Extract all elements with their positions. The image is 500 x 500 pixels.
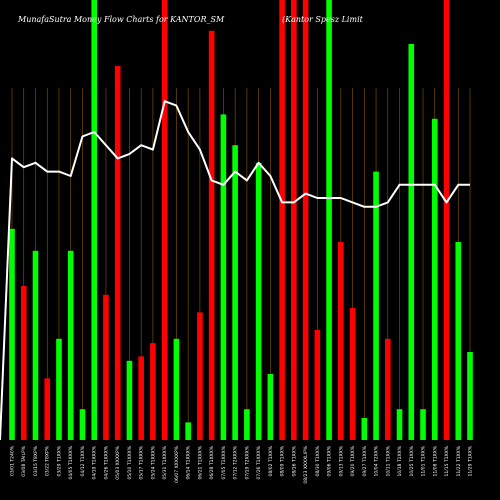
x-tick-label: 11/15 T1XX%: [444, 445, 450, 476]
money-flow-bar: [302, 0, 309, 440]
x-tick-label: 11/01 T1XX%: [421, 445, 427, 476]
money-flow-bar: [291, 0, 297, 440]
money-flow-bar: [173, 338, 180, 440]
money-flow-bar: [349, 308, 356, 440]
x-tick-label: 09/06 T1XX%: [327, 445, 333, 476]
x-tick-label: 04/12 T1XX%: [80, 445, 86, 476]
money-flow-bar: [208, 30, 215, 441]
money-flow-bar: [9, 228, 15, 440]
x-tick-label: 11/22 T1XX%: [456, 445, 462, 476]
x-tick-label: 11/29 T1XX%: [468, 445, 474, 476]
money-flow-bar: [244, 409, 250, 440]
x-tick-label: 04/05 T1XXX%: [68, 445, 74, 479]
money-flow-bar: [373, 171, 379, 440]
x-tick-label: 03/01 T240%: [10, 445, 16, 476]
x-tick-label: 09/13 T1XX%: [338, 445, 344, 476]
x-tick-label: 05/10 T1XXX%: [127, 445, 133, 479]
x-tick-label: 04/19 T1XXX%: [92, 445, 98, 479]
money-flow-bar: [314, 330, 321, 440]
x-tick-label: 07/05 T1XXX%: [221, 445, 227, 479]
money-flow-bar: [197, 312, 203, 440]
money-flow-bar: [91, 0, 98, 440]
x-tick-label: 06/14 T1XXX%: [186, 445, 192, 479]
money-flow-bar: [185, 422, 191, 440]
x-tick-label: 06/21 T1XXX%: [197, 445, 203, 479]
x-tick-label: 06/07 XXXXXP%: [174, 445, 180, 483]
money-flow-bar: [408, 44, 415, 440]
x-tick-label: 07/26 T1XXX%: [256, 445, 262, 479]
x-tick-label: 10/18 T1XX%: [397, 445, 403, 476]
money-flow-bar: [32, 250, 39, 440]
money-flow-bar: [361, 418, 368, 440]
x-tick-label: 09/20 T1XX%: [350, 445, 356, 476]
x-tick-label: 10/04 T2XX%: [374, 445, 380, 476]
money-flow-bar: [384, 338, 391, 440]
x-tick-label: 08/09 T1XX%: [280, 445, 286, 476]
money-flow-bar: [255, 162, 262, 441]
money-flow-bar: [279, 0, 285, 440]
x-tick-label: 08/16 T1XX%: [291, 445, 297, 476]
x-tick-label: 06/28 T1XXX%: [209, 445, 215, 479]
money-flow-bar: [232, 145, 238, 440]
money-flow-bar: [455, 242, 462, 440]
money-flow-lines: [0, 100, 470, 441]
money-flow-bar: [114, 66, 121, 440]
money-flow-bar: [467, 352, 473, 440]
money-flow-bar: [103, 294, 109, 440]
money-flow-bar: [20, 286, 27, 440]
chart-title: MunafaSutra Money Flow Charts for KANTOR…: [17, 15, 225, 24]
x-tick-label: 04/26 T1XXX%: [103, 445, 109, 479]
money-flow-bar: [126, 360, 133, 440]
money-flow-line: [0, 100, 470, 441]
x-tick-label: 05/03 XXXXP%: [115, 445, 121, 479]
money-flow-bar: [431, 118, 438, 441]
x-tick-label: 07/19 T2XXX%: [244, 445, 250, 479]
money-flow-bar: [220, 114, 227, 441]
money-flow-bar: [338, 242, 344, 440]
money-flow-bar: [79, 409, 86, 440]
money-flow-bar: [443, 0, 450, 440]
x-tick-label: 08/02 T1XX%: [268, 445, 274, 476]
x-axis-tick-labels: 03/01 T240% 03/08 TAILP% 03/15 T8XP% 03/22 …: [10, 445, 474, 483]
x-tick-label: 03/29 T1XX%: [56, 445, 62, 476]
x-tick-label: 03/22 T8XP%: [45, 445, 51, 476]
money-flow-bar: [161, 0, 168, 440]
money-flow-bar: [326, 0, 332, 440]
x-tick-label: 10/11 T1XX%: [385, 445, 391, 476]
x-tick-label: 07/12 T2XXX%: [233, 445, 239, 479]
x-tick-label: 11/08 T1XX%: [432, 445, 438, 476]
chart-title-company: (Kantor Spesz Limit: [282, 15, 364, 24]
money-flow-bar: [44, 378, 51, 440]
x-tick-label: 05/24 T1XXX%: [150, 445, 156, 479]
x-tick-label: 09/27 T1XX%: [362, 445, 368, 476]
money-flow-bar: [56, 338, 62, 440]
x-tick-label: 05/17 T1XXX%: [139, 445, 145, 479]
x-tick-label: 03/08 TAILP%: [21, 445, 27, 476]
x-tick-label: 08/23 XXXXLIP%: [303, 445, 309, 483]
x-tick-label: 03/15 T8XP%: [33, 445, 39, 476]
money-flow-bar: [150, 343, 156, 440]
money-flow-bar: [138, 356, 144, 440]
x-tick-label: 10/25 T1XX%: [409, 445, 415, 476]
x-tick-label: 08/30 T1XX%: [315, 445, 321, 476]
money-flow-bar: [420, 409, 426, 440]
money-flow-bar: [67, 250, 74, 440]
money-flow-bars: [9, 0, 473, 441]
x-tick-label: 05/31 T1XXX%: [162, 445, 168, 479]
money-flow-bar: [267, 374, 274, 440]
money-flow-bar: [396, 409, 403, 440]
